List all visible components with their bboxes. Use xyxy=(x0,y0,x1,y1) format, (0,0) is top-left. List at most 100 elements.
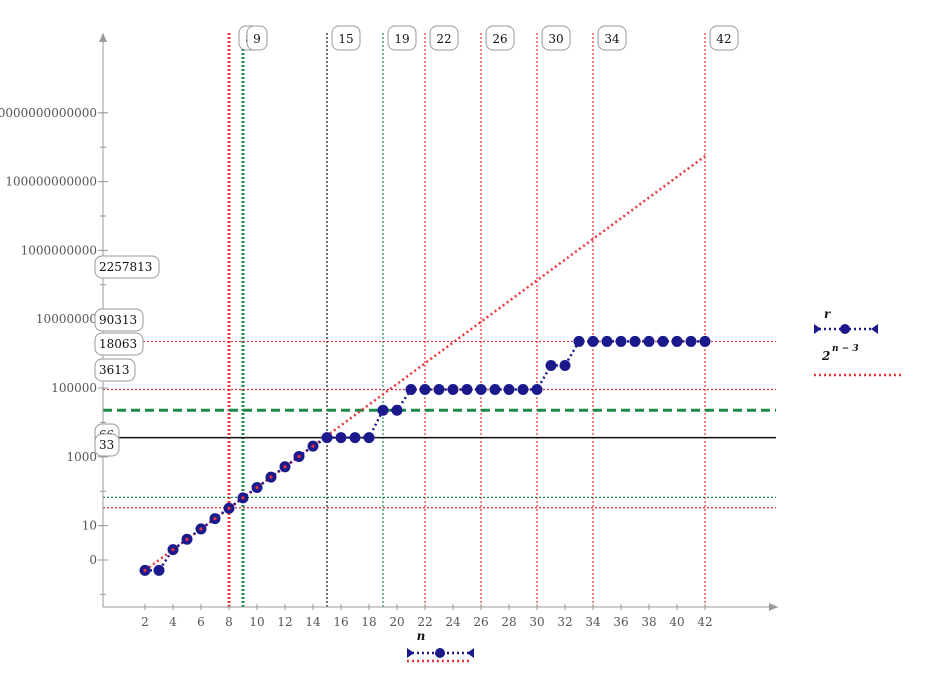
vline-label-box-30 xyxy=(541,25,571,51)
hline-label-box-90313 xyxy=(94,308,144,332)
data-point-r xyxy=(447,384,459,396)
x-axis-label: n xyxy=(417,629,426,643)
hline-label-box-2257813 xyxy=(94,255,160,279)
vline-label-box-42 xyxy=(709,25,739,51)
legend: r 2 n − 3 n xyxy=(407,307,904,663)
data-point-r xyxy=(629,335,641,347)
x-tick-label-32: 32 xyxy=(557,615,572,629)
vline-label-15: 15 xyxy=(338,32,353,46)
x-tick-label-22: 22 xyxy=(417,615,432,629)
data-point-r xyxy=(531,384,543,396)
data-point-r xyxy=(489,384,501,396)
hline-label-2257813: 2257813 xyxy=(99,260,152,274)
data-point-power xyxy=(143,568,147,572)
data-point-r xyxy=(153,564,165,576)
x-tick-label-12: 12 xyxy=(277,615,292,629)
x-tick-label-4: 4 xyxy=(169,615,177,629)
x-tick-label-20: 20 xyxy=(389,615,404,629)
data-point-power xyxy=(199,527,203,531)
data-point-r xyxy=(349,432,361,444)
data-point-r xyxy=(419,384,431,396)
data-point-r xyxy=(671,335,683,347)
vline-label-9: 9 xyxy=(253,32,261,46)
data-point-r xyxy=(433,384,445,396)
x-tick-label-42: 42 xyxy=(697,615,712,629)
data-point-power xyxy=(311,444,315,448)
bottom-legend-marker-right xyxy=(467,648,474,658)
data-point-power xyxy=(227,506,231,510)
data-point-r xyxy=(643,335,655,347)
hline-label-box-3613 xyxy=(94,358,136,382)
x-tick-label-14: 14 xyxy=(305,615,321,629)
hline-label-box-33 xyxy=(94,433,120,457)
data-point-power xyxy=(269,475,273,479)
data-point-power xyxy=(185,537,189,541)
y-tick-label-1000: 1000 xyxy=(66,450,97,464)
bottom-legend-marker-dot xyxy=(435,648,445,658)
vline-label-box-19 xyxy=(387,25,417,51)
x-tick-label-10: 10 xyxy=(249,615,264,629)
vline-label-box-34 xyxy=(597,25,627,51)
vline-label-34: 34 xyxy=(604,32,620,46)
vline-label-42: 42 xyxy=(716,32,731,46)
vline-label-22: 22 xyxy=(436,32,451,46)
y-tick-label-100000000000: 100000000000 xyxy=(5,175,97,189)
hline-label-18063: 18063 xyxy=(99,337,137,351)
data-point-r xyxy=(601,335,613,347)
x-tick-label-16: 16 xyxy=(333,615,348,629)
vline-label-26: 26 xyxy=(492,32,507,46)
data-point-r xyxy=(391,404,403,416)
x-tick-label-36: 36 xyxy=(613,615,628,629)
hline-label-90313: 90313 xyxy=(99,313,137,327)
x-tick-label-26: 26 xyxy=(473,615,488,629)
data-point-r xyxy=(559,359,571,371)
legend-marker-dot xyxy=(840,324,850,334)
data-point-r xyxy=(657,335,669,347)
x-tick-label-38: 38 xyxy=(641,615,656,629)
x-tick-label-34: 34 xyxy=(585,615,601,629)
data-point-r xyxy=(335,432,347,444)
hline-label-box-18063 xyxy=(94,332,144,356)
data-point-r xyxy=(363,432,375,444)
data-series xyxy=(139,155,711,576)
data-point-r xyxy=(699,335,711,347)
horizontal-reference-lines xyxy=(103,340,776,509)
legend-marker-right xyxy=(871,324,878,334)
data-point-power xyxy=(297,454,301,459)
data-point-power xyxy=(213,516,217,521)
data-point-power xyxy=(241,496,245,500)
bottom-legend-marker-left xyxy=(407,648,414,658)
x-tick-label-30: 30 xyxy=(529,615,544,629)
hline-label-3613: 3613 xyxy=(99,363,130,377)
x-tick-label-8: 8 xyxy=(225,615,233,629)
x-tick-label-2: 2 xyxy=(141,615,149,629)
data-point-power xyxy=(171,548,175,552)
y-axis-arrow xyxy=(99,33,107,42)
x-tick-label-18: 18 xyxy=(361,615,376,629)
vertical-reference-lines xyxy=(227,33,706,607)
y-tick-label-10000000000000: 10000000000000 xyxy=(0,106,97,120)
x-tick-label-24: 24 xyxy=(445,615,461,629)
legend-marker-left xyxy=(814,324,821,334)
legend-label-power: 2 xyxy=(821,349,830,363)
data-point-r xyxy=(587,335,599,347)
legend-label-r: r xyxy=(824,307,832,321)
vline-label-box-22 xyxy=(429,25,459,51)
vline-label-19: 19 xyxy=(394,32,409,46)
data-point-r xyxy=(377,404,389,416)
y-tick-label-10: 10 xyxy=(82,519,97,533)
x-axis-arrow xyxy=(769,603,778,611)
data-point-r xyxy=(461,384,473,396)
data-point-power xyxy=(283,465,287,469)
data-point-r xyxy=(517,384,529,396)
data-point-r xyxy=(573,335,585,347)
x-tick-label-28: 28 xyxy=(501,615,516,629)
x-tick-label-40: 40 xyxy=(669,615,684,629)
series-line-r xyxy=(145,340,705,572)
vline-label-box-26 xyxy=(485,25,515,51)
data-point-power xyxy=(255,485,259,490)
data-point-r xyxy=(475,384,487,396)
data-point-r xyxy=(615,335,627,347)
reference-labels: 8915192226303442225781390313180633613663… xyxy=(94,25,739,457)
vline-label-box-15 xyxy=(331,25,361,51)
